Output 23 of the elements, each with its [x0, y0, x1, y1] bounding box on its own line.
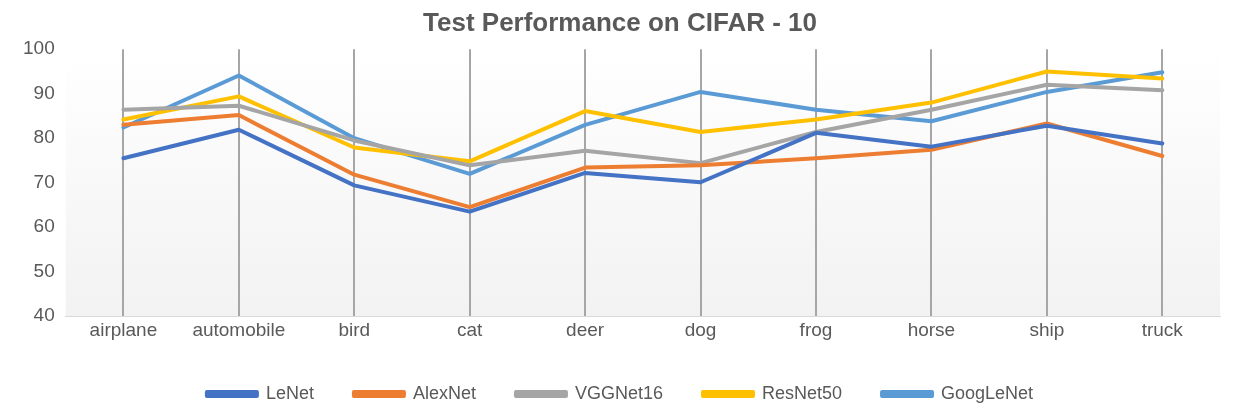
- y-tick-label: 50: [33, 259, 55, 281]
- legend-label: ResNet50: [762, 382, 843, 403]
- y-tick-label: 70: [33, 170, 55, 192]
- x-tick-label: horse: [907, 318, 956, 340]
- y-tick-label: 100: [23, 37, 55, 59]
- legend-label: AlexNet: [412, 382, 476, 403]
- legend-label: LeNet: [265, 382, 314, 403]
- x-tick-label: ship: [1029, 318, 1065, 340]
- x-tick-label: frog: [799, 318, 833, 340]
- y-tick-label: 90: [33, 81, 55, 103]
- x-tick-label: cat: [457, 318, 484, 340]
- x-tick-label: deer: [566, 318, 605, 340]
- x-tick-label: truck: [1141, 318, 1184, 340]
- x-tick-label: dog: [684, 318, 717, 340]
- y-tick-label: 60: [33, 215, 55, 237]
- x-tick-label: automobile: [192, 318, 286, 340]
- x-tick-label: bird: [338, 318, 371, 340]
- x-tick-label: airplane: [89, 318, 158, 340]
- y-tick-label: 80: [33, 126, 55, 148]
- legend-label: VGGNet16: [574, 382, 663, 403]
- legend-label: GoogLeNet: [941, 382, 1034, 403]
- chart-title: Test Performance on CIFAR - 10: [423, 6, 817, 37]
- y-tick-label: 40: [33, 304, 55, 326]
